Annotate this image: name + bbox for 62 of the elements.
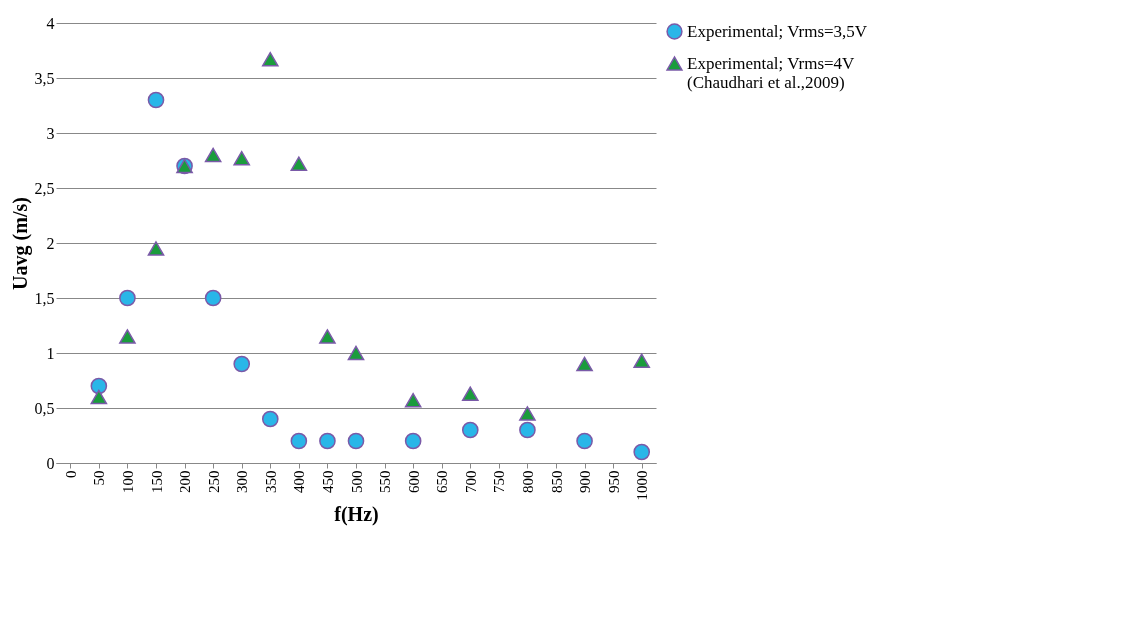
x-tick-label: 150 <box>148 470 165 493</box>
x-tick-label: 550 <box>377 470 394 493</box>
point <box>576 356 593 372</box>
x-tick-label: 250 <box>205 470 222 493</box>
y-tick-label: 3,5 <box>34 69 55 87</box>
y-tick-label: 1 <box>46 344 55 362</box>
x-tick-label: 350 <box>262 470 279 493</box>
y-tick-label: 2,5 <box>34 179 55 197</box>
x-tick-label: 450 <box>319 470 336 493</box>
point <box>347 345 365 361</box>
point <box>261 51 279 67</box>
x-tick-label: 750 <box>491 470 508 493</box>
y-tick-label: 0,5 <box>34 399 55 417</box>
point <box>347 432 365 450</box>
point <box>461 421 479 439</box>
x-tick-label: 900 <box>577 470 594 493</box>
legend-label: Experimental; Vrms=4V (Chaudhari et al.,2009) <box>687 53 856 92</box>
x-tick-label: 400 <box>291 470 308 493</box>
point <box>519 421 536 439</box>
point <box>90 389 108 405</box>
x-tick-label: 950 <box>605 470 622 493</box>
x-tick-label: 800 <box>519 470 536 493</box>
point <box>233 150 251 166</box>
x-tick-label: 1000 <box>634 470 651 501</box>
point <box>461 386 479 402</box>
point <box>204 147 222 163</box>
point <box>404 432 422 450</box>
point <box>633 353 651 369</box>
point <box>90 377 108 395</box>
point <box>119 329 136 344</box>
point <box>519 406 536 421</box>
point <box>290 156 308 172</box>
y-axis-title: Uavg (m/s) <box>8 197 32 290</box>
point <box>204 289 222 307</box>
legend-label: Experimental; Vrms=3,5V <box>687 21 868 41</box>
x-tick-label: 850 <box>548 470 565 493</box>
y-tick-label: 1,5 <box>34 289 55 307</box>
x-axis-title: f(Hz) <box>334 502 379 526</box>
point <box>404 392 422 408</box>
x-tick-label: 600 <box>405 470 422 493</box>
point <box>147 241 165 256</box>
point <box>319 329 336 344</box>
point <box>319 432 336 450</box>
y-tick-label: 3 <box>46 124 55 142</box>
point <box>261 410 279 428</box>
x-tick-label: 300 <box>234 470 251 493</box>
y-tick-label: 0 <box>46 454 55 472</box>
y-tick-label: 2 <box>46 234 55 252</box>
x-tick-label: 0 <box>62 470 79 478</box>
point <box>290 432 308 450</box>
x-tick-label: 100 <box>119 470 136 493</box>
y-tick-label: 4 <box>46 14 55 32</box>
x-tick-label: 50 <box>91 470 108 486</box>
x-tick-label: 500 <box>348 470 365 493</box>
point <box>147 91 165 109</box>
point <box>633 443 651 461</box>
point <box>576 432 593 450</box>
x-tick-label: 200 <box>177 470 194 493</box>
point <box>119 289 136 307</box>
x-tick-label: 650 <box>434 470 451 493</box>
point <box>233 355 251 373</box>
x-tick-label: 700 <box>462 470 479 493</box>
